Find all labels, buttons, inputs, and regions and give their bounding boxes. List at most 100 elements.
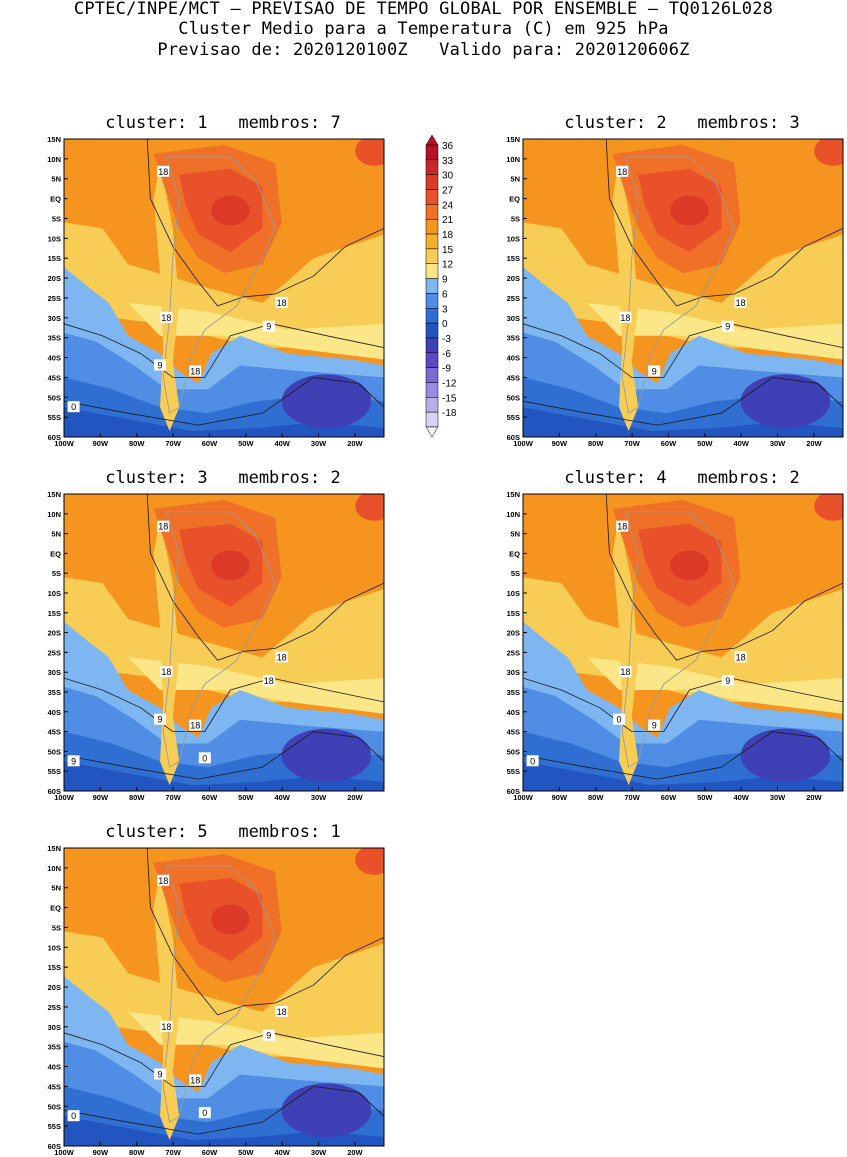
lon-tick-label: 40W xyxy=(274,1148,290,1157)
colorbar-level-label: -3 xyxy=(442,334,451,345)
lon-tick-label: 100W xyxy=(54,793,75,802)
lat-tick-label: 20S xyxy=(48,983,61,992)
lat-tick-label: 45S xyxy=(48,373,61,382)
lat-tick-label: 15S xyxy=(507,254,520,263)
lat-tick-label: 15S xyxy=(48,609,61,618)
colorbar-level-label: 27 xyxy=(442,186,454,197)
contour-label: 0 xyxy=(202,1108,207,1118)
lat-tick-label: 30S xyxy=(48,1023,61,1032)
lat-tick-label: 10N xyxy=(47,864,61,873)
panel-4-title: cluster: 4 membros: 2 xyxy=(564,468,800,488)
contour-label: 18 xyxy=(158,167,168,177)
colorbar-level-label: 21 xyxy=(442,215,454,226)
contour-label: 18 xyxy=(277,652,287,662)
lat-tick-label: 40S xyxy=(48,1063,61,1072)
lon-tick-label: 20W xyxy=(347,439,363,448)
map-panel-2: 18 18 18 9 9 15N 10N 5N EQ 5S 10S 15S 20S 25S 30S 35S 40… xyxy=(506,135,844,448)
colorbar-swatch xyxy=(425,308,439,324)
lat-tick-label: 5N xyxy=(510,175,520,184)
map-panel-1: 18 18 18 18 9 9 0 15N 10N 5N EQ 5S 10S 15S 20S 25S 30S 35… xyxy=(47,135,385,448)
lon-tick-label: 60W xyxy=(202,793,218,802)
lat-tick-label: 50S xyxy=(507,393,520,402)
lat-tick-label: 25S xyxy=(48,1003,61,1012)
lat-tick-label: 10N xyxy=(47,510,61,519)
contour-label: 18 xyxy=(617,167,627,177)
lat-tick-label: 35S xyxy=(507,688,520,697)
lat-tick-label: 15S xyxy=(507,609,520,618)
contour-label: 9 xyxy=(157,715,162,725)
figure-title-line-3: Previsao de: 2020120100Z Valido para: 20… xyxy=(157,40,690,60)
lat-tick-label: 55S xyxy=(48,767,61,776)
colorbar-level-label: 33 xyxy=(442,156,454,167)
lon-tick-label: 90W xyxy=(552,439,568,448)
lon-tick-label: 50W xyxy=(238,793,254,802)
contour-label: 9 xyxy=(157,1069,162,1079)
contour-label: 18 xyxy=(736,652,746,662)
lon-tick-label: 60W xyxy=(202,439,218,448)
lat-tick-label: 60S xyxy=(507,433,520,442)
contour-label: 18 xyxy=(620,313,630,323)
panel-2-title: cluster: 2 membros: 3 xyxy=(564,113,800,133)
lat-tick-label: EQ xyxy=(509,195,520,204)
colorbar-swatch xyxy=(425,218,439,235)
colorbar-level-label: 15 xyxy=(442,245,454,256)
lon-tick-label: 40W xyxy=(733,793,749,802)
colorbar-swatch xyxy=(425,248,439,264)
colorbar-swatch xyxy=(425,382,439,398)
lat-tick-label: 50S xyxy=(48,1102,61,1111)
lat-tick-label: 25S xyxy=(48,648,61,657)
lat-tick-label: 35S xyxy=(507,334,520,343)
lat-tick-label: 15S xyxy=(48,254,61,263)
colorbar-swatch xyxy=(425,411,439,428)
lat-tick-label: 50S xyxy=(48,747,61,756)
lon-tick-label: 100W xyxy=(54,1148,75,1157)
lon-tick-label: 100W xyxy=(54,439,75,448)
contour-label: 9 xyxy=(71,756,76,766)
colorbar-swatch xyxy=(425,159,439,175)
lat-tick-label: 35S xyxy=(48,688,61,697)
lat-tick-label: EQ xyxy=(50,904,61,913)
lat-tick-label: EQ xyxy=(509,549,520,558)
lat-tick-label: 5S xyxy=(511,569,520,578)
contour-label: 18 xyxy=(277,1007,287,1017)
contour-label: 0 xyxy=(530,756,535,766)
lon-tick-label: 80W xyxy=(588,439,604,448)
colorbar-level-label: 12 xyxy=(442,260,454,271)
lat-tick-label: 5S xyxy=(511,214,520,223)
colorbar-swatch xyxy=(425,233,439,250)
colorbar-swatch xyxy=(425,293,439,309)
colorbar-level-label: -12 xyxy=(442,378,457,389)
contour-label: 18 xyxy=(736,298,746,308)
lat-tick-label: EQ xyxy=(50,549,61,558)
figure-title-line-2: Cluster Medio para a Temperatura (C) em … xyxy=(178,19,669,39)
lat-tick-label: 45S xyxy=(48,1082,61,1091)
lon-tick-label: 90W xyxy=(93,1148,109,1157)
panel-5-title: cluster: 5 membros: 1 xyxy=(105,822,341,842)
lon-tick-label: 50W xyxy=(697,439,713,448)
lat-tick-label: 20S xyxy=(48,629,61,638)
colorbar-level-label: 9 xyxy=(442,275,448,286)
lon-tick-label: 80W xyxy=(129,439,145,448)
lat-tick-label: 60S xyxy=(48,787,61,796)
lon-tick-label: 70W xyxy=(165,793,181,802)
colorbar-level-label: 18 xyxy=(442,230,454,241)
colorbar-level-label: 24 xyxy=(442,200,454,211)
lat-tick-label: EQ xyxy=(50,195,61,204)
lat-tick-label: 45S xyxy=(48,728,61,737)
lat-tick-label: 5S xyxy=(52,923,61,932)
lat-tick-label: 30S xyxy=(507,314,520,323)
figure-title-line-1: CPTEC/INPE/MCT – PREVISAO DE TEMPO GLOBA… xyxy=(73,0,774,19)
lat-tick-label: 5S xyxy=(52,214,61,223)
lat-tick-label: 15N xyxy=(506,490,520,499)
lon-tick-label: 30W xyxy=(311,439,327,448)
lat-tick-label: 25S xyxy=(507,648,520,657)
colorbar-swatch xyxy=(425,204,439,220)
lon-tick-label: 20W xyxy=(806,439,822,448)
lat-tick-label: 20S xyxy=(507,274,520,283)
colorbar-level-label: 0 xyxy=(442,319,448,330)
contour-label: 9 xyxy=(725,322,730,332)
panel-1-title: cluster: 1 membros: 7 xyxy=(105,113,341,133)
colorbar-swatch xyxy=(425,367,439,383)
lat-tick-label: 60S xyxy=(48,433,61,442)
colorbar-level-label: -15 xyxy=(442,393,457,404)
